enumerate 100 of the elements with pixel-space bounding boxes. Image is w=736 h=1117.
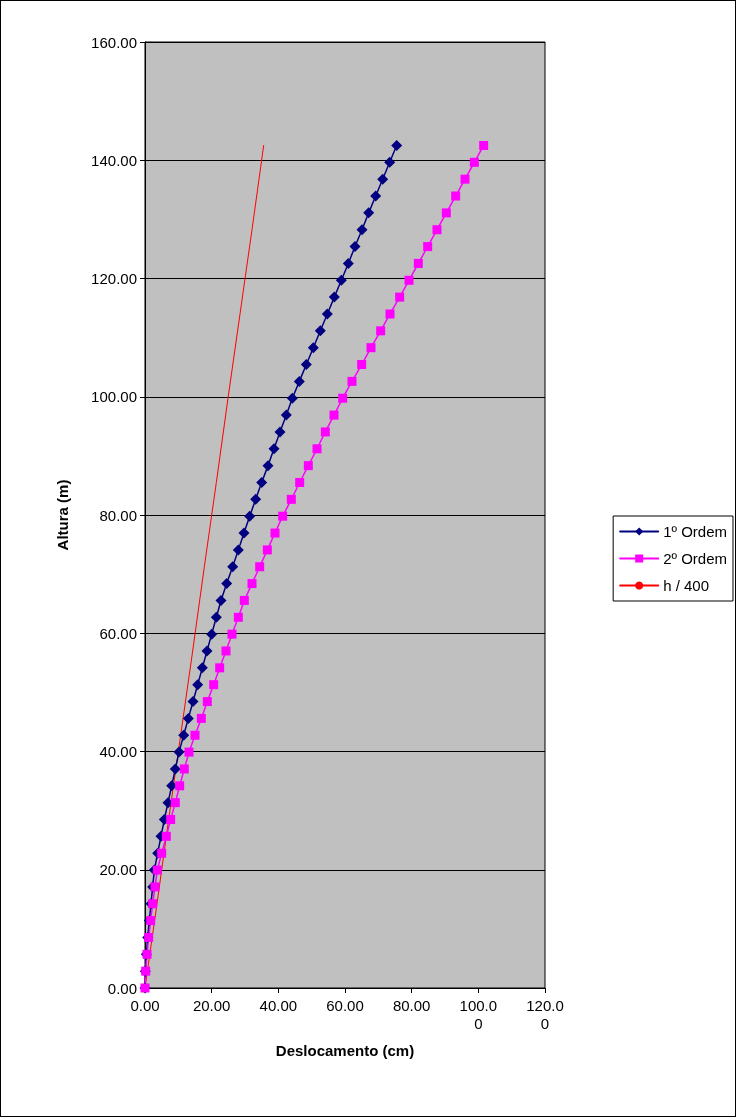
y-tick-label: 60.00 [99,624,137,642]
point [161,831,171,841]
y-tick-label: 20.00 [99,861,137,879]
point [166,814,176,824]
point [460,174,470,184]
point [307,342,319,354]
point [286,494,296,504]
point [262,460,274,472]
point [221,578,233,590]
point [201,645,213,657]
point [328,291,340,303]
point [178,729,190,741]
point [377,173,389,185]
point [441,208,451,218]
point [391,139,403,151]
point [192,679,204,691]
y-tick-label: 140.00 [91,151,137,169]
point [376,326,386,336]
point [270,528,280,538]
point [227,561,239,573]
point [366,343,376,353]
point [152,865,162,875]
point [250,493,262,505]
point [187,696,199,708]
point [479,140,489,150]
point [385,309,395,319]
point [338,393,348,403]
point [215,663,225,673]
point [293,375,305,387]
point [357,360,367,370]
point [268,443,280,455]
point [196,662,208,674]
x-tick-label: 120.00 [526,996,564,1032]
x-tick-label: 20.00 [192,996,231,1014]
y-tick-label: 120.00 [91,270,137,287]
point [395,292,405,302]
point [262,545,272,555]
y-axis-title: Altura (m) [54,479,71,551]
point [300,359,312,371]
point [232,544,244,556]
x-axis-title: Deslocamento (cm) [275,1042,415,1059]
point [413,258,423,268]
point [320,427,330,437]
point [233,612,243,622]
point [239,595,249,605]
point [278,511,288,521]
point [196,713,206,723]
point [356,224,368,236]
point [329,410,339,420]
point [404,275,414,285]
point [274,426,286,438]
point [280,409,292,421]
point [184,747,194,757]
point [244,510,256,522]
point [321,308,333,320]
point [363,207,375,219]
point [423,242,433,252]
legend-label: 1º Ordem [663,523,728,540]
point [170,798,180,808]
point [169,763,181,775]
y-tick-label: 0.00 [107,979,137,997]
y-tick-label: 80.00 [99,506,137,524]
point [238,527,250,539]
y-tick-label: 160.00 [91,33,137,51]
x-tick-label: 40.00 [259,996,298,1014]
point [384,156,396,168]
point [255,562,265,572]
legend-label: h / 400 [663,577,710,594]
x-tick-label: 0.00 [130,996,160,1014]
point [215,594,227,606]
point [256,476,268,488]
point [227,629,237,639]
point [469,157,479,167]
x-tick-label: 60.00 [326,996,364,1014]
point [157,848,167,858]
point [179,764,189,774]
point [342,257,354,269]
point [295,477,305,487]
point [210,611,222,623]
point [182,712,194,724]
point [173,746,185,758]
point [312,444,322,454]
legend-label: 2º Ordem [663,550,728,567]
point [206,628,218,640]
point [175,781,185,791]
point [370,190,382,202]
point [347,376,357,386]
point [303,461,313,471]
point [432,225,442,235]
point [247,579,257,589]
point [451,191,461,201]
point [190,730,200,740]
point [335,274,347,286]
point [349,241,361,253]
point [221,646,231,656]
point [202,697,212,707]
point [314,325,326,337]
point [286,392,298,404]
y-tick-label: 40.00 [99,743,137,760]
x-tick-label: 100.00 [459,996,498,1032]
